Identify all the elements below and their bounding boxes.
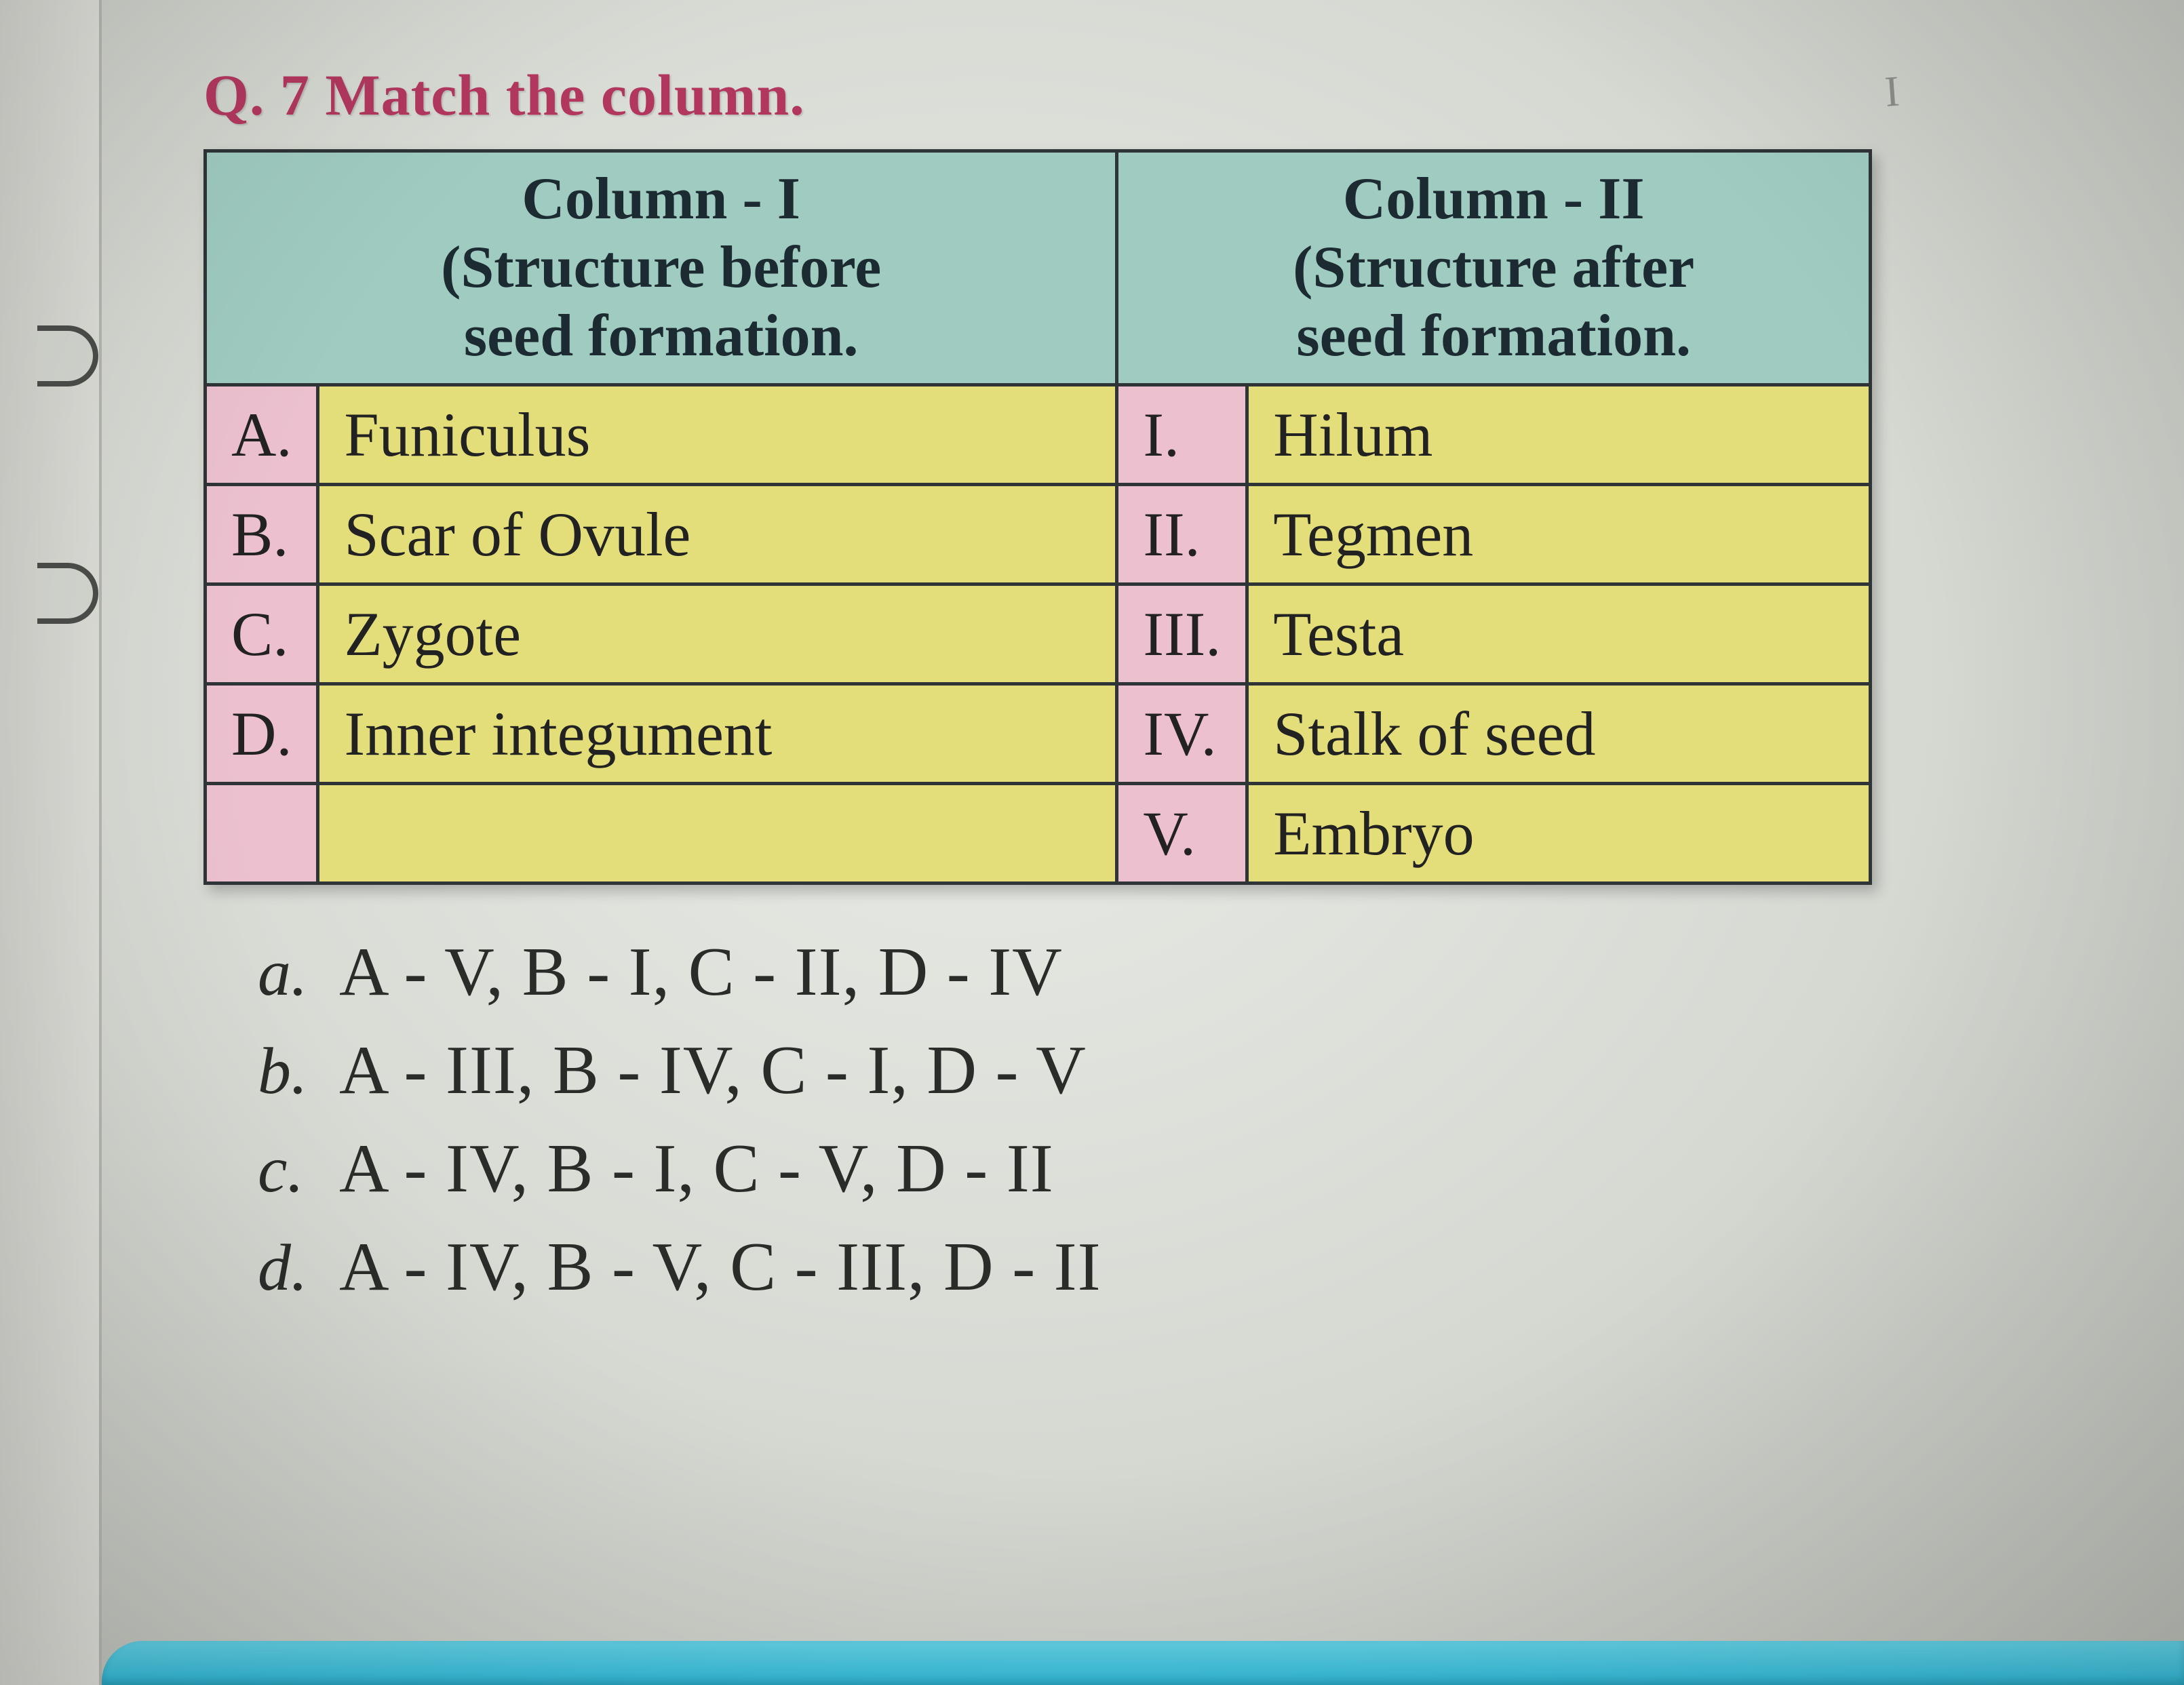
col1-index-blank — [206, 783, 318, 883]
col2-index: I. — [1117, 384, 1247, 484]
bottom-cyan-bar — [102, 1641, 2184, 1685]
option-letter: d. — [258, 1230, 339, 1306]
col2-value: Stalk of seed — [1247, 683, 1871, 783]
col1-index: C. — [206, 584, 318, 683]
margin-radio-shape-1 — [37, 325, 98, 386]
option-a[interactable]: a. A - V, B - I, C - II, D - IV — [258, 932, 1994, 1012]
header-col2-line3: seed formation. — [1143, 302, 1844, 370]
header-col1: Column - I (Structure before seed format… — [206, 151, 1117, 385]
option-text: A - III, B - IV, C - I, D - V — [339, 1031, 1087, 1110]
header-col1-line1: Column - I — [231, 165, 1091, 233]
col1-index: A. — [206, 384, 318, 484]
table-header-row: Column - I (Structure before seed format… — [206, 151, 1871, 385]
match-table: Column - I (Structure before seed format… — [203, 149, 1872, 885]
col1-index: B. — [206, 484, 318, 584]
table-row: B. Scar of Ovule II. Tegmen — [206, 484, 1871, 584]
table-row: A. Funiculus I. Hilum — [206, 384, 1871, 484]
col1-value: Scar of Ovule — [318, 484, 1117, 584]
table-row: C. Zygote III. Testa — [206, 584, 1871, 683]
col1-value: Inner integument — [318, 683, 1117, 783]
col2-index: V. — [1117, 783, 1247, 883]
question-label: Q. 7 Match the column. — [203, 61, 1994, 129]
option-letter: b. — [258, 1033, 339, 1109]
table-row: V. Embryo — [206, 783, 1871, 883]
option-c[interactable]: c. A - IV, B - I, C - V, D - II — [258, 1129, 1994, 1208]
col1-value: Funiculus — [318, 384, 1117, 484]
col2-value: Embryo — [1247, 783, 1871, 883]
table-row: D. Inner integument IV. Stalk of seed — [206, 683, 1871, 783]
page: Q. 7 Match the column. I Column - I (Str… — [0, 0, 2184, 1685]
col2-index: II. — [1117, 484, 1247, 584]
option-letter: a. — [258, 935, 339, 1011]
col2-value: Tegmen — [1247, 484, 1871, 584]
option-b[interactable]: b. A - III, B - IV, C - I, D - V — [258, 1031, 1994, 1110]
option-text: A - IV, B - I, C - V, D - II — [339, 1129, 1054, 1208]
col1-value-blank — [318, 783, 1117, 883]
col1-index: D. — [206, 683, 318, 783]
col2-index: IV. — [1117, 683, 1247, 783]
col2-value: Hilum — [1247, 384, 1871, 484]
left-margin — [0, 0, 102, 1685]
col2-value: Testa — [1247, 584, 1871, 683]
option-letter: c. — [258, 1132, 339, 1208]
header-col2: Column - II (Structure after seed format… — [1117, 151, 1871, 385]
margin-radio-shape-2 — [37, 563, 98, 624]
header-col2-line2: (Structure after — [1143, 233, 1844, 302]
header-col1-line3: seed formation. — [231, 302, 1091, 370]
col1-value: Zygote — [318, 584, 1117, 683]
option-d[interactable]: d. A - IV, B - V, C - III, D - II — [258, 1227, 1994, 1307]
answer-options: a. A - V, B - I, C - II, D - IV b. A - I… — [258, 932, 1994, 1307]
option-text: A - V, B - I, C - II, D - IV — [339, 932, 1063, 1012]
col2-index: III. — [1117, 584, 1247, 683]
header-col2-line1: Column - II — [1143, 165, 1844, 233]
option-text: A - IV, B - V, C - III, D - II — [339, 1227, 1101, 1307]
header-col1-line2: (Structure before — [231, 233, 1091, 302]
